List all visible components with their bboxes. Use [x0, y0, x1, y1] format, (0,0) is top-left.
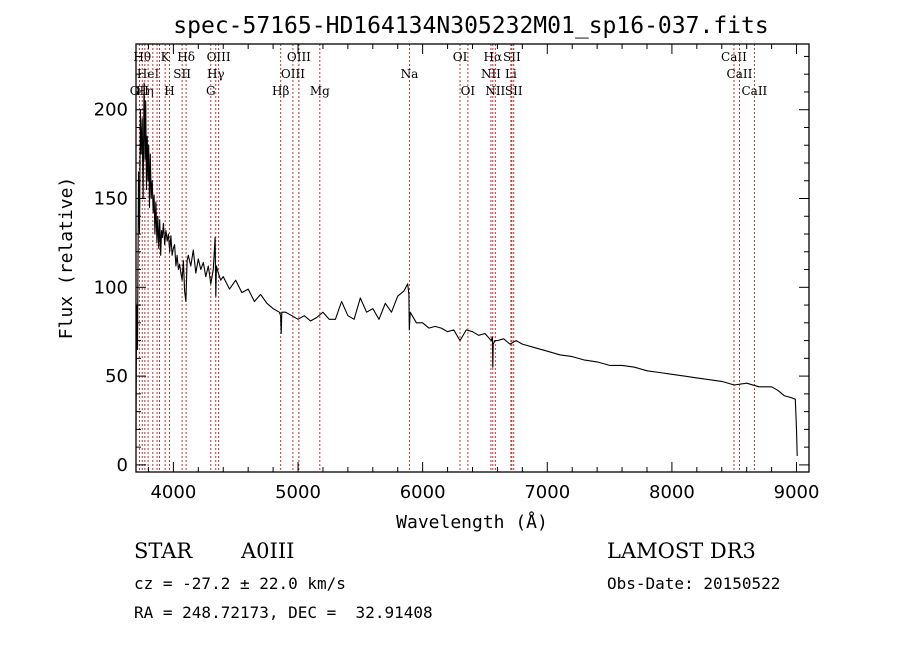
- object-class: STAR: [134, 539, 193, 563]
- y-tick-label: 100: [94, 277, 128, 298]
- spectral-line-label: SII: [173, 67, 191, 81]
- spectral-line-label: OIII: [287, 50, 311, 64]
- spectral-line-label: Hβ: [272, 84, 289, 98]
- plot-frame: [135, 43, 810, 473]
- x-tick-label: 5000: [275, 482, 321, 503]
- spectral-line-label: Hη: [136, 84, 154, 98]
- x-tick-label: 8000: [649, 482, 695, 503]
- y-tick-label: 200: [94, 100, 128, 121]
- spectral-line-label: CaII: [741, 84, 767, 98]
- spectral-line-label: Mg: [310, 84, 330, 98]
- spectral-line-label: OIII: [207, 50, 231, 64]
- spectral-line-label: OIII: [281, 67, 305, 81]
- y-tick-label: 150: [94, 189, 128, 210]
- spectral-line-label: OI: [461, 84, 476, 98]
- spectral-line-label: Hθ: [133, 50, 151, 64]
- coordinates: RA = 248.72173, DEC = 32.91408: [134, 603, 433, 622]
- series-line-0: [135, 82, 798, 457]
- x-axis-label: Wavelength (Å): [396, 511, 548, 533]
- y-axis-label: Flux (relative): [56, 177, 77, 340]
- x-tick-label: 4000: [150, 482, 196, 503]
- spectral-line-label: Hδ: [177, 50, 195, 64]
- x-axis-ticks: 4000 5000 6000 7000 8000 9000: [147, 44, 820, 503]
- x-tick-label: 9000: [774, 482, 820, 503]
- spectral-line-label: Hα: [484, 50, 503, 64]
- chart-title: spec-57165-HD164134N305232M01_sp16-037.f…: [173, 13, 768, 39]
- spectral-line-label: NII: [481, 67, 501, 81]
- spectral-line-label: OI: [453, 50, 468, 64]
- spectral-line-markers: OIIHθHηHeIKHSIIHδGHγOIIIHβOIIIOIIIMgNaOI…: [130, 44, 768, 472]
- spectral-line-label: HeI: [137, 67, 160, 81]
- spectral-line-label: CaII: [727, 67, 753, 81]
- spectral-line-label: Na: [401, 67, 419, 81]
- redshift-text: cz = -27.2 ± 22.0 km/s: [134, 574, 346, 593]
- spectral-line-label: Li: [505, 67, 517, 81]
- spectral-line-label: Hγ: [207, 67, 225, 81]
- spectral-line-label: SII: [505, 84, 523, 98]
- y-tick-label: 50: [105, 366, 128, 387]
- spectral-line-label: G: [206, 84, 216, 98]
- spectral-line-label: NII: [485, 84, 505, 98]
- obs-date: Obs-Date: 20150522: [607, 574, 781, 593]
- spectral-line-label: SII: [503, 50, 521, 64]
- y-tick-label: 0: [117, 455, 128, 476]
- spectral-line-label: K: [161, 50, 171, 64]
- spectral-line-label: H: [164, 84, 174, 98]
- spectral-line-label: CaII: [721, 50, 747, 64]
- spectrum-series: [135, 82, 798, 457]
- object-subclass: A0III: [241, 539, 295, 563]
- x-tick-label: 7000: [524, 482, 570, 503]
- y-axis-ticks: 0 50 100 150 200: [94, 55, 809, 476]
- x-tick-label: 6000: [400, 482, 446, 503]
- survey-name: LAMOST DR3: [607, 539, 756, 563]
